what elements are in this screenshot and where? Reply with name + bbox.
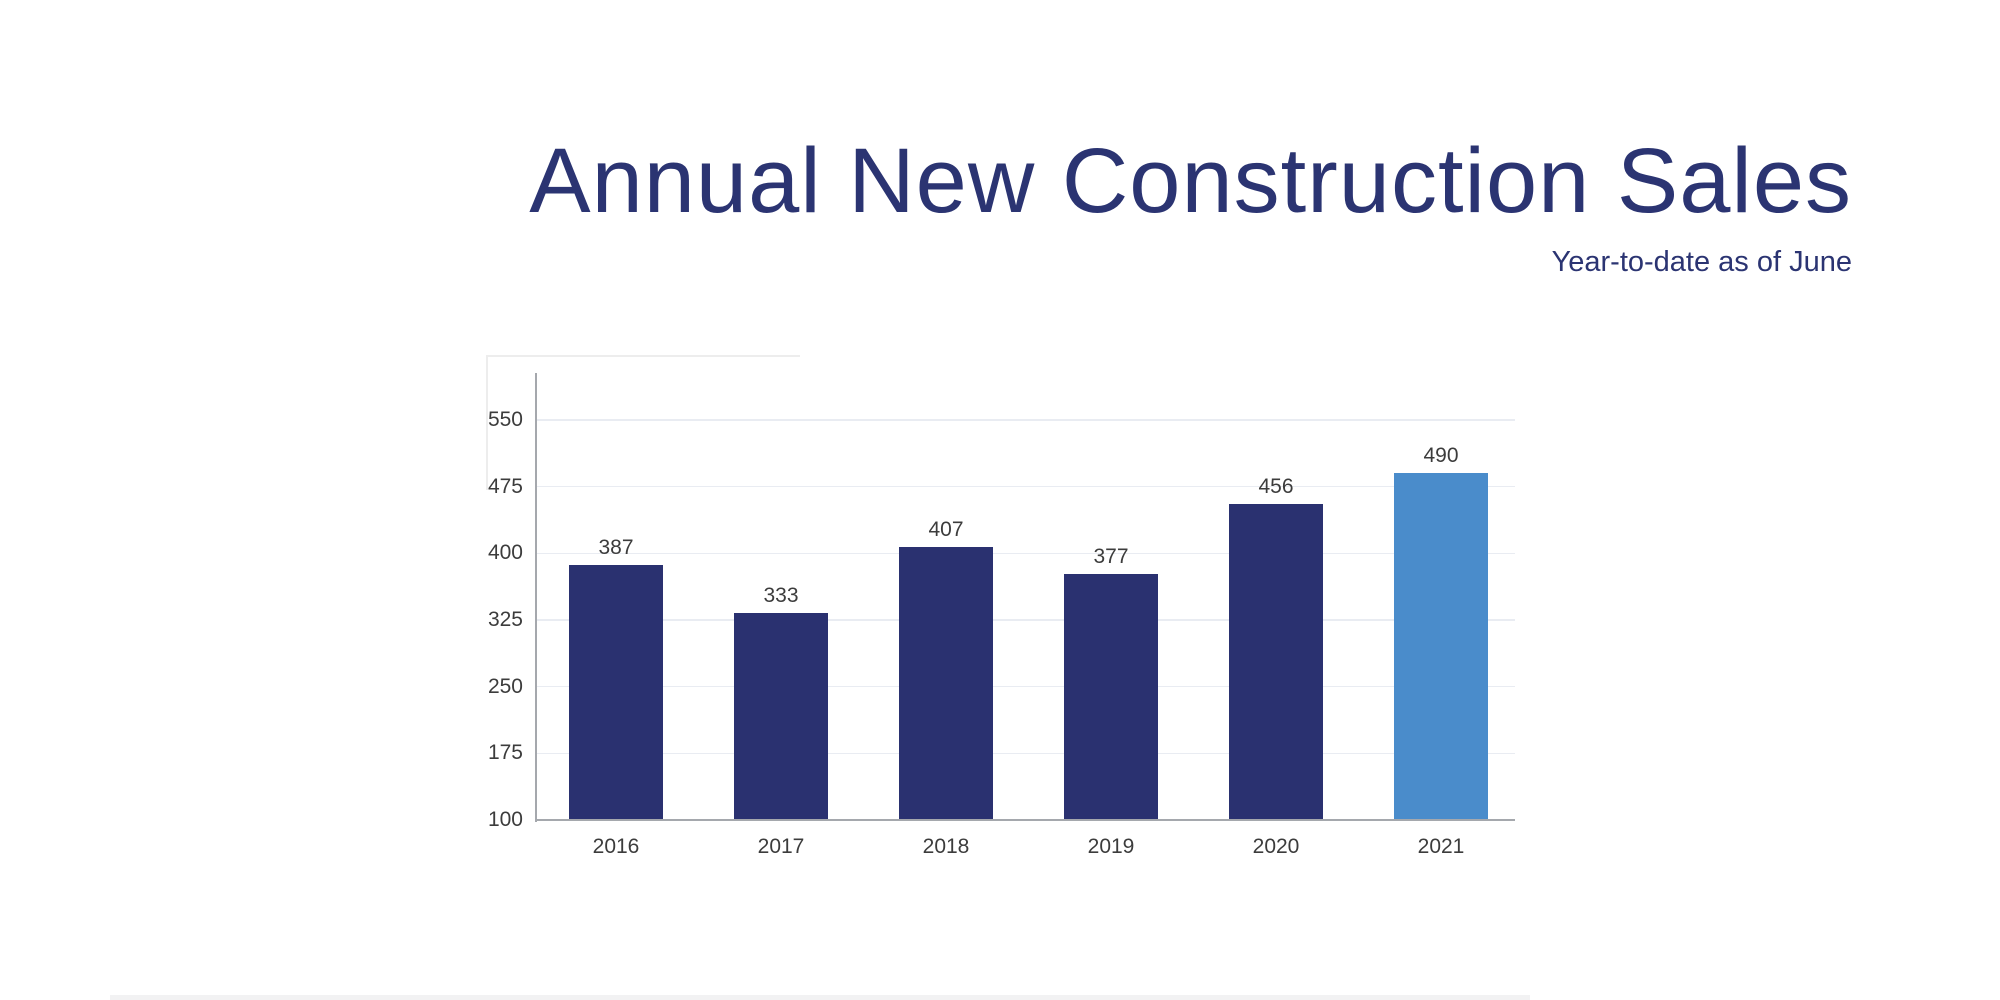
y-tick-label-250: 250 <box>487 674 523 698</box>
bottom-section-divider <box>110 995 1530 1000</box>
bar-value-label-2019: 377 <box>1093 544 1129 568</box>
y-axis-line <box>535 373 537 822</box>
y-axis-tick-labels: 100 175 250 325 400 475 550 <box>0 340 2000 900</box>
bar-2018 <box>899 547 993 820</box>
y-tick-label-550: 550 <box>487 408 523 431</box>
x-category-label-2020: 2020 <box>1252 835 1300 858</box>
bar-chart: 100 175 250 325 400 475 550 387 333 407 377 456 490… <box>0 340 2000 900</box>
bar-value-label-2018: 407 <box>928 518 964 542</box>
page-subtitle: Year-to-date as of June <box>1551 246 1852 278</box>
x-axis-line <box>535 819 1515 821</box>
bar-value-label-2017: 333 <box>763 583 799 607</box>
card-corner-left-line <box>486 355 488 490</box>
x-category-label-2017: 2017 <box>757 835 805 858</box>
gridline-550 <box>537 419 1515 421</box>
y-tick-label-100: 100 <box>487 808 523 831</box>
x-category-label-2021: 2021 <box>1417 835 1465 858</box>
gridline-250 <box>537 685 1515 688</box>
y-tick-label-325: 325 <box>487 608 523 631</box>
bar-2021 <box>1394 473 1488 820</box>
gridline-475 <box>537 485 1515 488</box>
x-category-label-2016: 2016 <box>592 835 640 858</box>
bar-2019 <box>1064 573 1158 820</box>
gridline-group <box>0 340 2000 900</box>
x-category-label-2018: 2018 <box>922 835 970 858</box>
page-title: Annual New Construction Sales <box>529 130 1852 232</box>
gridline-325 <box>537 619 1515 621</box>
y-tick-label-475: 475 <box>487 474 523 498</box>
x-axis-category-labels: 2016 2017 2018 2019 2020 2021 <box>0 340 2000 900</box>
gridline-175 <box>537 752 1515 755</box>
bar-value-label-2016: 387 <box>598 535 634 559</box>
y-tick-label-400: 400 <box>487 541 523 565</box>
bar-2020 <box>1229 503 1323 820</box>
bar-2016 <box>569 564 663 820</box>
bar-value-label-2020: 456 <box>1258 474 1294 498</box>
x-category-label-2019: 2019 <box>1087 835 1135 858</box>
y-tick-label-175: 175 <box>487 741 523 765</box>
bar-series: 387 333 407 377 456 490 <box>0 340 2000 900</box>
bar-2017 <box>734 612 828 820</box>
card-corner-top-line <box>488 355 800 357</box>
bar-value-label-2021: 490 <box>1423 444 1459 468</box>
gridline-400 <box>537 552 1515 555</box>
